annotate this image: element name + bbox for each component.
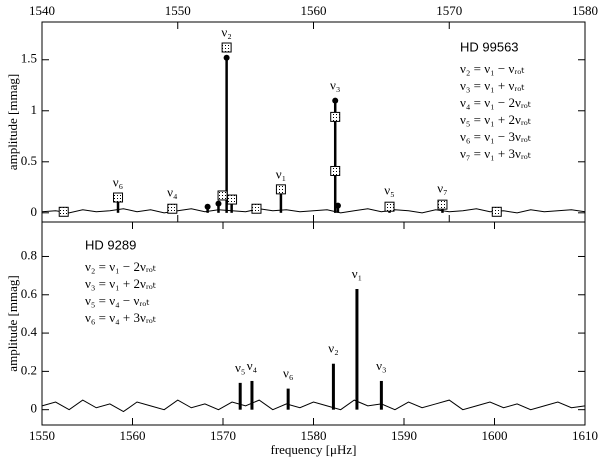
x-tick-label: 1590: [391, 428, 417, 443]
square-marker: [217, 190, 228, 201]
peak-label: ν₇: [437, 181, 447, 196]
x-tick-label: 1540: [29, 3, 55, 18]
peak-label: ν₆: [113, 174, 123, 189]
y-tick-label: 0.5: [21, 153, 37, 168]
peak-label: ν₅: [235, 360, 245, 375]
x-tick-label: 1550: [165, 3, 191, 18]
y-tick-label: 1.5: [21, 51, 37, 66]
y-tick-label: 0.4: [21, 324, 38, 339]
peak-label: ν₄: [247, 358, 258, 373]
y-axis-label: amplitude [mmag]: [5, 275, 20, 371]
noise-line: [41, 399, 586, 413]
relation: ν₃ = ν₁ + νᵣₒₜ: [460, 78, 525, 93]
relation: ν₅ = ν₄ − νᵣₒₜ: [85, 293, 150, 308]
peak-label: ν₁: [276, 166, 286, 181]
peak-label: ν₁: [352, 266, 362, 281]
peak-marker: [204, 203, 211, 210]
y-axis-label: amplitude [mmag]: [5, 74, 20, 170]
peak-label: ν₂: [221, 24, 231, 39]
x-tick-label: 1580: [301, 428, 327, 443]
relation: ν₅ = ν₁ + 2νᵣₒₜ: [460, 112, 532, 127]
y-tick-label: 0.2: [21, 362, 37, 377]
square-marker: [491, 206, 502, 217]
peak-label: ν₂: [328, 341, 338, 356]
x-tick-label: 1570: [436, 3, 462, 18]
panel-title: HD 9289: [85, 237, 136, 252]
square-marker: [437, 199, 448, 210]
relation: ν₆ = ν₄ + 3νᵣₒₜ: [85, 310, 157, 325]
relation: ν₇ = ν₁ + 3νᵣₒₜ: [460, 146, 532, 161]
noise-line: [41, 208, 586, 214]
x-axis-label: frequency [μHz]: [270, 442, 356, 457]
x-tick-label: 1600: [482, 428, 508, 443]
x-tick-label: 1580: [572, 3, 598, 18]
square-marker: [227, 194, 238, 205]
square-marker: [221, 42, 232, 53]
y-tick-label: 0: [31, 204, 38, 219]
peak-label: ν₄: [167, 185, 178, 200]
peak-label: ν₃: [376, 358, 386, 373]
y-tick-label: 0.6: [21, 286, 38, 301]
peak-marker: [223, 54, 230, 61]
square-marker: [275, 184, 286, 195]
relation: ν₄ = ν₁ − 2νᵣₒₜ: [460, 95, 532, 110]
peak-label: ν₆: [283, 366, 293, 381]
square-marker: [58, 206, 69, 217]
peak-marker: [215, 200, 222, 207]
relation: ν₂ = ν₁ − 2νᵣₒₜ: [85, 259, 157, 274]
panel-title: HD 99563: [460, 39, 519, 54]
relation: ν₃ = ν₁ + 2νᵣₒₜ: [85, 276, 157, 291]
x-tick-label: 1570: [210, 428, 236, 443]
y-tick-label: 0: [31, 401, 38, 416]
square-marker: [384, 201, 395, 212]
relation: ν₂ = ν₁ − νᵣₒₜ: [460, 61, 525, 76]
peak-marker: [334, 202, 341, 209]
peak-marker: [332, 97, 339, 104]
peak-label: ν₅: [384, 183, 394, 198]
y-tick-label: 1: [31, 102, 38, 117]
y-tick-label: 0.8: [21, 247, 37, 262]
x-tick-label: 1550: [29, 428, 55, 443]
square-marker: [167, 203, 178, 214]
x-tick-label: 1610: [572, 428, 598, 443]
square-marker: [330, 165, 341, 176]
x-tick-label: 1560: [120, 428, 146, 443]
peak-label: ν₃: [330, 78, 340, 93]
square-marker: [251, 203, 262, 214]
square-marker: [113, 192, 124, 203]
x-tick-label: 1560: [301, 3, 327, 18]
relation: ν₆ = ν₁ − 3νᵣₒₜ: [460, 129, 532, 144]
square-marker: [330, 111, 341, 122]
